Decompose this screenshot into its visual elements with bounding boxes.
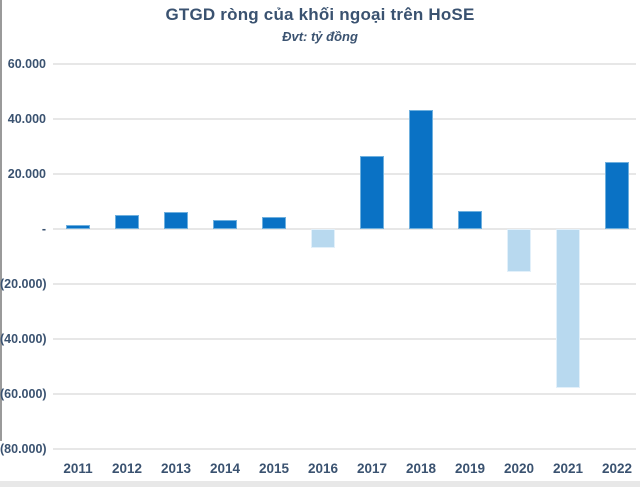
plot-area [53, 63, 636, 450]
x-axis-tick-label-2022: 2022 [601, 461, 633, 476]
gridline [53, 228, 636, 230]
chart-left-border [0, 0, 2, 441]
x-axis-tick-label-2011: 2011 [63, 461, 93, 476]
bottom-gray-band [0, 481, 640, 487]
y-axis-tick-label: - [41, 222, 46, 236]
x-axis-tick-label-2017: 2017 [356, 461, 388, 476]
x-axis-tick-label-2013: 2013 [160, 461, 192, 476]
chart-title: GTGD ròng của khối ngoại trên HoSE [165, 5, 475, 24]
x-axis-tick-label-2016: 2016 [307, 461, 339, 476]
bar-2016 [311, 229, 335, 249]
chart-subtitle: Đvt: tỷ đồng [282, 29, 358, 44]
gridline [53, 448, 636, 450]
x-axis-tick-label-2019: 2019 [454, 461, 486, 476]
y-axis-tick-label: (20.000) [0, 277, 47, 291]
gridline [53, 63, 636, 65]
bar-2022 [605, 161, 629, 229]
bar-2015 [262, 217, 286, 229]
x-axis-tick-label-2012: 2012 [111, 461, 143, 476]
y-axis-tick-label: (80.000) [0, 442, 47, 456]
x-axis-tick-label-2021: 2021 [552, 461, 584, 476]
bar-2019 [458, 210, 482, 229]
bar-2018 [409, 110, 433, 229]
gridline [53, 338, 636, 340]
x-axis-tick-label-2014: 2014 [209, 461, 241, 476]
y-axis-tick-label: (40.000) [0, 332, 47, 346]
gridline [53, 118, 636, 120]
bar-2011 [66, 224, 90, 229]
bar-2021 [556, 229, 580, 388]
y-axis-tick-label: 40.000 [7, 112, 46, 126]
bar-2013 [164, 212, 188, 229]
bar-2014 [213, 220, 237, 229]
bar-2012 [115, 215, 139, 229]
y-axis-tick-label: 60.000 [7, 57, 46, 71]
x-axis-tick-label-2020: 2020 [503, 461, 535, 476]
gridline [53, 283, 636, 285]
x-axis-tick-label-2015: 2015 [258, 461, 290, 476]
gridline [53, 173, 636, 175]
y-axis-tick-label: 20.000 [7, 167, 46, 181]
x-axis-tick-label-2018: 2018 [405, 461, 437, 476]
bar-2020 [507, 229, 531, 273]
y-axis-tick-label: (60.000) [0, 387, 47, 401]
bar-2017 [360, 156, 384, 229]
gridline [53, 393, 636, 395]
